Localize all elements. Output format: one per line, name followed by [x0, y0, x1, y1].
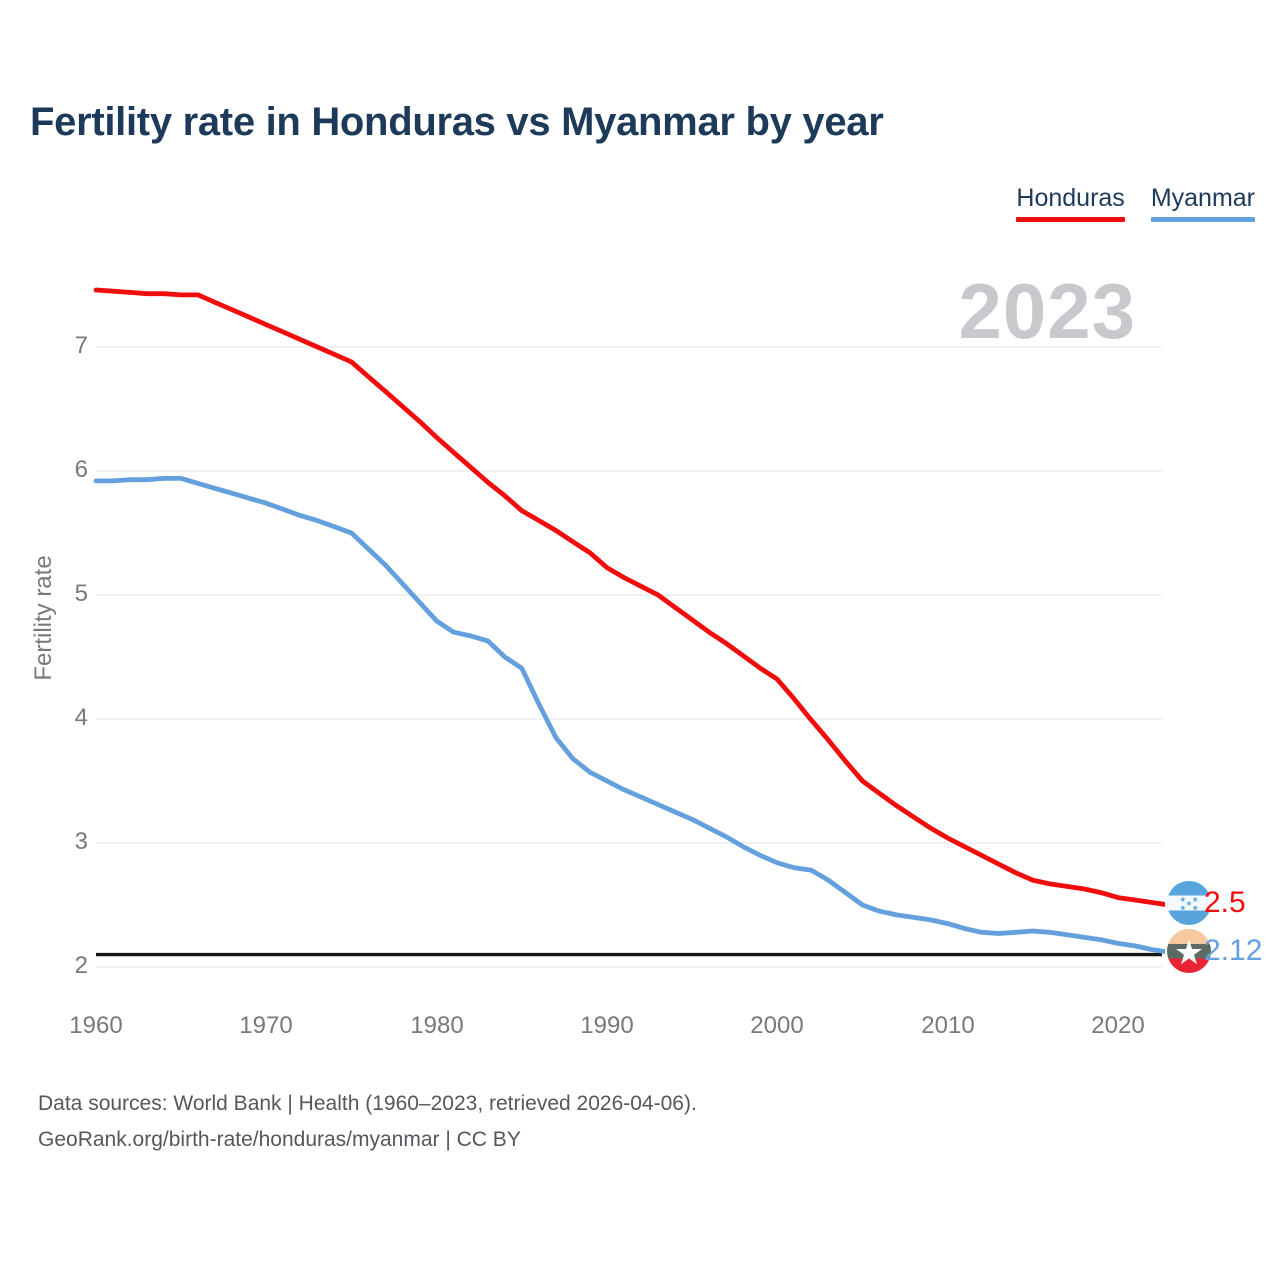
y-axis-title: Fertility rate [30, 555, 57, 681]
legend-swatch-honduras [1016, 217, 1125, 222]
x-tick-1980: 1980 [410, 1012, 464, 1039]
legend: Honduras Myanmar [1016, 184, 1255, 222]
legend-label-myanmar: Myanmar [1150, 184, 1255, 212]
legend-item-honduras[interactable]: Honduras [1016, 184, 1125, 222]
y-tick-2: 2 [74, 951, 88, 979]
footer-data-sources: Data sources: World Bank | Health (1960–… [38, 1092, 697, 1115]
x-tick-2000: 2000 [750, 1012, 804, 1039]
x-tick-1970: 1970 [239, 1012, 293, 1039]
x-tick-1990: 1990 [580, 1012, 634, 1039]
honduras-end-value: 2.5 [1204, 886, 1246, 919]
y-tick-5: 5 [74, 579, 88, 607]
honduras-flag-icon [1167, 881, 1211, 925]
legend-label-honduras: Honduras [1016, 184, 1125, 212]
y-tick-3: 3 [74, 827, 88, 855]
x-tick-2010: 2010 [921, 1012, 975, 1039]
y-tick-7: 7 [74, 331, 88, 359]
page-title: Fertility rate in Honduras vs Myanmar by… [30, 100, 884, 144]
myanmar-end-value: 2.12 [1204, 934, 1263, 967]
myanmar-flag-icon [1167, 929, 1211, 973]
year-watermark: 2023 [958, 267, 1136, 355]
x-tick-2020: 2020 [1091, 1012, 1145, 1039]
legend-swatch-myanmar [1150, 217, 1255, 222]
footer: Data sources: World Bank | Health (1960–… [38, 1086, 697, 1158]
footer-attribution-link: GeoRank.org/birth-rate/honduras/myanmar … [38, 1128, 521, 1151]
x-tick-1960: 1960 [69, 1012, 123, 1039]
y-tick-6: 6 [74, 455, 88, 483]
legend-item-myanmar[interactable]: Myanmar [1150, 184, 1255, 222]
y-tick-4: 4 [74, 703, 88, 731]
